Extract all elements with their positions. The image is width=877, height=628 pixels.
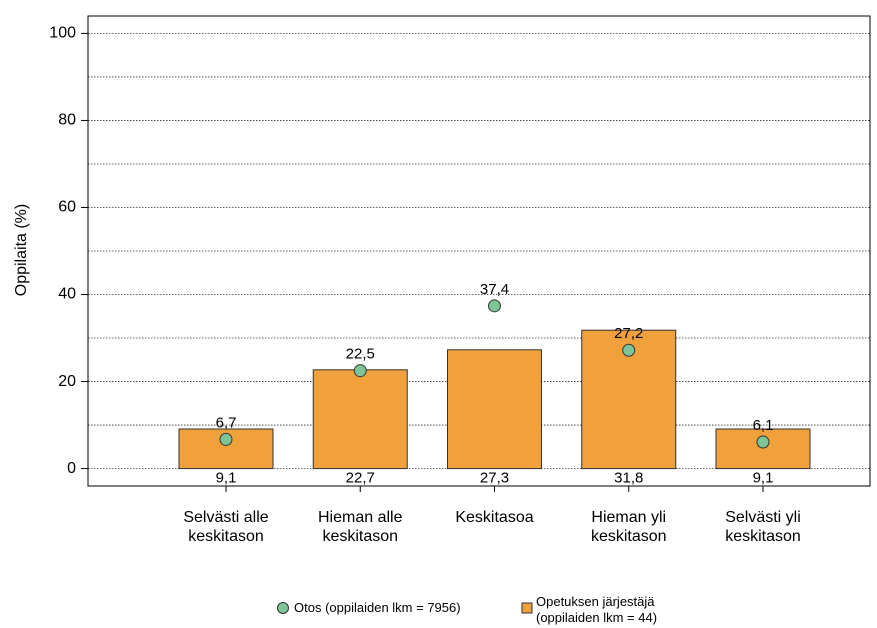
point-value-label: 37,4	[480, 281, 509, 298]
y-tick-label: 0	[67, 460, 76, 477]
x-tick-label: Selvästi yli	[725, 509, 801, 526]
point	[353, 364, 367, 378]
y-axis-label: Oppilaita (%)	[13, 204, 30, 296]
y-tick-label: 40	[58, 286, 76, 303]
x-tick-label: Hieman yli	[591, 509, 666, 526]
x-tick-label: Keskitasoa	[455, 509, 533, 526]
y-tick-label: 60	[58, 199, 76, 216]
point-value-label: 22,5	[346, 346, 375, 363]
x-tick-label: Hieman alle	[318, 509, 403, 526]
bar-value-label: 31,8	[614, 470, 643, 487]
point-value-label: 27,2	[614, 325, 643, 342]
bar-value-label: 9,1	[753, 470, 774, 487]
x-tick-label: Selvästi alle	[183, 509, 268, 526]
x-tick-label: keskitason	[591, 528, 667, 545]
x-tick-label: keskitason	[188, 528, 264, 545]
bar-value-label: 9,1	[216, 470, 237, 487]
bar	[312, 369, 408, 470]
point	[488, 299, 501, 313]
bar	[447, 349, 542, 470]
x-tick-label: keskitason	[725, 528, 801, 545]
legend-marker	[277, 602, 289, 614]
bar-value-label: 22,7	[346, 470, 375, 487]
y-tick-label: 80	[58, 112, 76, 129]
plot-frame	[87, 15, 871, 487]
point	[219, 432, 233, 446]
y-tick-label: 100	[49, 25, 76, 42]
bar	[715, 428, 811, 470]
legend-marker	[521, 602, 533, 614]
y-tick-label: 20	[58, 373, 76, 390]
legend-label: Opetuksen järjestäjä (oppilaiden lkm = 4…	[536, 594, 658, 625]
bar-value-label: 27,3	[480, 470, 509, 487]
point-value-label: 6,1	[753, 417, 774, 434]
point-value-label: 6,7	[216, 414, 237, 431]
x-tick-label: keskitason	[322, 528, 398, 545]
point	[622, 343, 636, 357]
legend-label: Otos (oppilaiden lkm = 7956)	[294, 600, 461, 615]
point	[756, 435, 770, 449]
